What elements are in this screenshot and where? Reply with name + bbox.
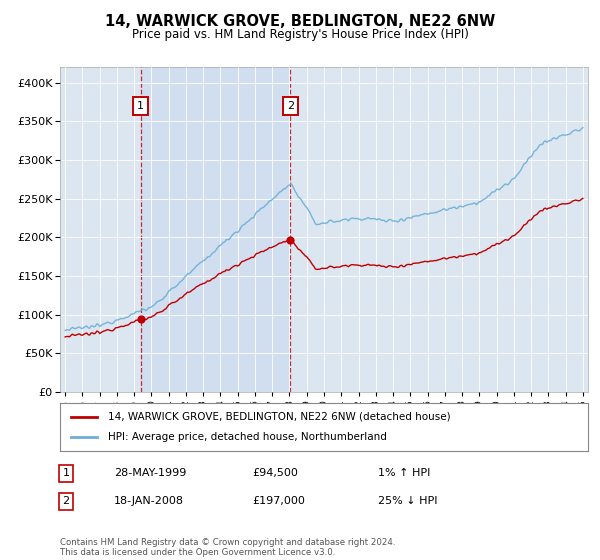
Text: Contains HM Land Registry data © Crown copyright and database right 2024.
This d: Contains HM Land Registry data © Crown c… [60,538,395,557]
Text: 14, WARWICK GROVE, BEDLINGTON, NE22 6NW (detached house): 14, WARWICK GROVE, BEDLINGTON, NE22 6NW … [107,412,450,422]
Text: Price paid vs. HM Land Registry's House Price Index (HPI): Price paid vs. HM Land Registry's House … [131,28,469,41]
Text: 2: 2 [62,496,70,506]
Point [136,315,146,324]
Bar [141,67,290,392]
Text: HPI: Average price, detached house, Northumberland: HPI: Average price, detached house, Nort… [107,432,386,442]
Text: 2: 2 [287,101,294,111]
Text: £94,500: £94,500 [252,468,298,478]
Text: 1% ↑ HPI: 1% ↑ HPI [378,468,430,478]
Text: 1: 1 [137,101,144,111]
Text: £197,000: £197,000 [252,496,305,506]
Text: 14, WARWICK GROVE, BEDLINGTON, NE22 6NW: 14, WARWICK GROVE, BEDLINGTON, NE22 6NW [105,14,495,29]
Text: 18-JAN-2008: 18-JAN-2008 [114,496,184,506]
Text: 1: 1 [62,468,70,478]
Text: 25% ↓ HPI: 25% ↓ HPI [378,496,437,506]
Point [286,235,295,244]
Text: 28-MAY-1999: 28-MAY-1999 [114,468,187,478]
